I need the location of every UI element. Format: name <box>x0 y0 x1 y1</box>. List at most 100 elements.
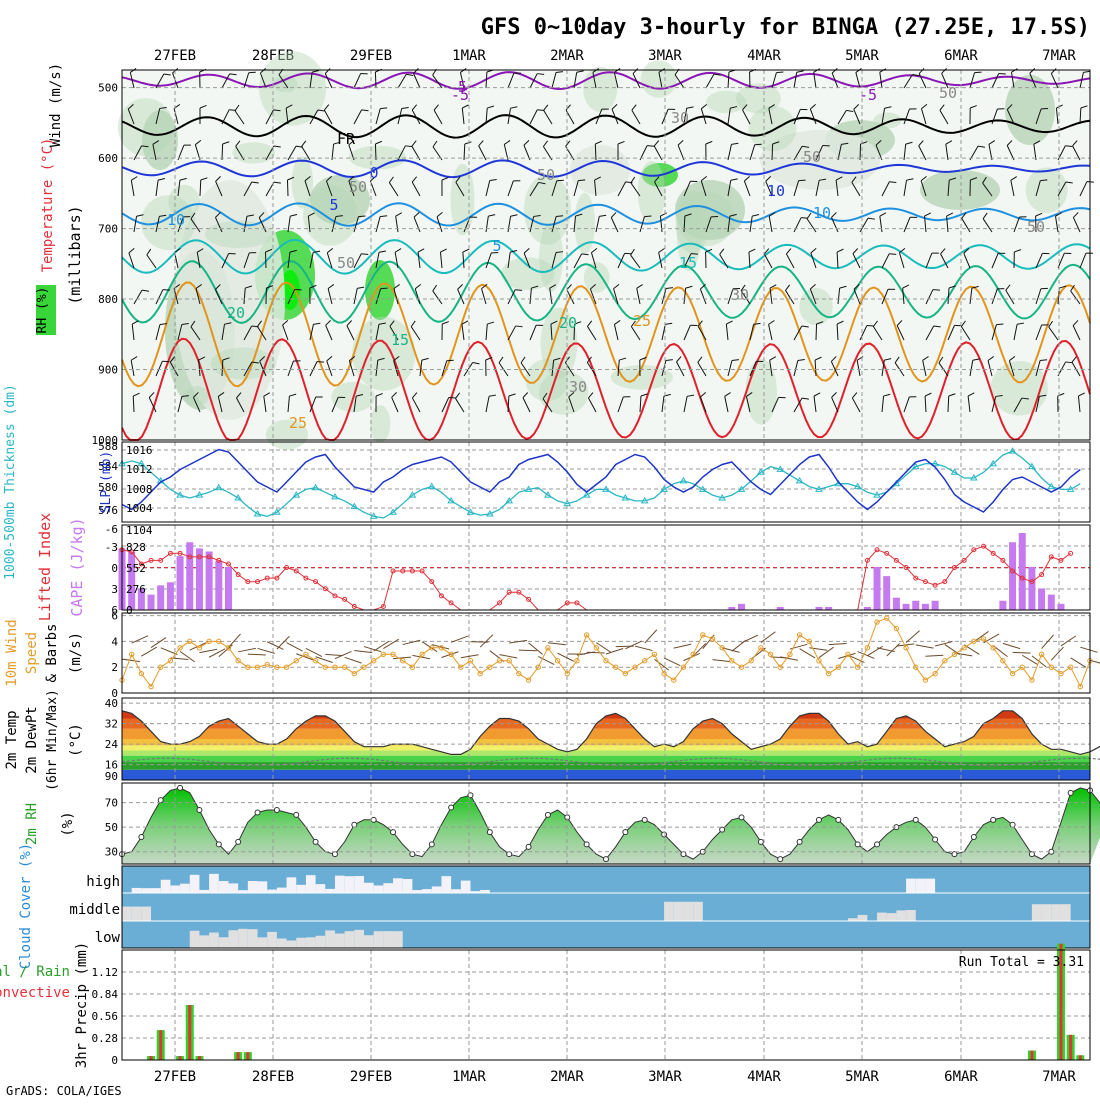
cape-axis-tick-label: 552 <box>126 562 146 575</box>
wind-barb <box>996 324 1003 325</box>
wind-barb <box>163 290 170 291</box>
cloud-high-bar <box>132 888 142 893</box>
contour-label: 20 <box>227 304 245 322</box>
rh2m-marker <box>855 842 860 847</box>
wind10m-barb <box>887 644 900 657</box>
cape-axis-tick-label: 828 <box>126 541 146 554</box>
cloud-high-bar <box>141 888 151 893</box>
date-label-top: 1MAR <box>452 48 486 64</box>
cape-axis-label: CAPE (J/kg) <box>68 517 86 616</box>
rh-shade-area <box>641 60 677 97</box>
wind10m-barb <box>287 643 303 651</box>
cloud-high-bar <box>354 876 364 893</box>
cloud-middle-bar <box>674 902 684 921</box>
rh2m-marker <box>352 822 357 827</box>
cloud-high-bar <box>306 875 316 893</box>
cape-bar <box>932 601 939 610</box>
wind10m-barb <box>1051 647 1063 660</box>
rh2m-marker <box>274 808 279 813</box>
cloud-low-bar <box>316 936 326 948</box>
cloud-high-bar <box>441 876 451 893</box>
wind-barb <box>889 254 896 255</box>
cloud-low-bar <box>219 937 229 948</box>
wind-barb <box>447 360 454 361</box>
rh2m-marker <box>1029 852 1034 857</box>
rh-shade-area <box>370 405 390 443</box>
rh2m-marker <box>294 812 299 817</box>
wind-barb <box>381 288 388 289</box>
wind-barb <box>644 216 651 217</box>
cloud-low-bar <box>228 930 238 948</box>
wind10m-barb <box>354 650 372 652</box>
rh2m-marker <box>739 815 744 820</box>
contour-label: 50 <box>1027 218 1045 236</box>
cloud-low-bar <box>335 934 345 948</box>
wind-barbs-axis-label: & Barbs <box>44 623 60 682</box>
cloud-high-bar <box>287 877 297 893</box>
cloud-high-bar <box>432 886 442 893</box>
cloud-middle-bar <box>858 915 868 921</box>
rh2m-marker <box>255 810 260 815</box>
cape-bar <box>1057 604 1064 610</box>
cloud-high-bar <box>335 876 345 893</box>
cloud-middle-bar <box>1032 904 1042 921</box>
temp-band <box>122 690 1090 703</box>
cape-bar <box>206 551 213 610</box>
wind10m-frame <box>122 613 1090 693</box>
contour-label: 30 <box>671 109 689 127</box>
wind10m-barb <box>345 657 362 663</box>
wind10m-barb <box>683 653 700 660</box>
contour-label: 25 <box>289 414 307 432</box>
rh2m-marker <box>449 805 454 810</box>
rh2m-marker <box>778 857 783 862</box>
wind10m-barb <box>529 643 543 654</box>
precip-axis-tick-label: 1.12 <box>92 966 119 979</box>
temperature-axis-label: Temperature (°C) <box>40 138 56 273</box>
temp-band <box>122 751 1090 756</box>
cloud-high-bar <box>422 889 432 893</box>
rh-shade-area <box>524 174 571 244</box>
cloud-middle-bar <box>877 913 887 921</box>
cloud-low-bar <box>393 931 403 948</box>
cape-axis-tick-label: 276 <box>126 583 146 596</box>
precip-axis-tick-label: 0.56 <box>92 1010 119 1023</box>
cloud-high-bar <box>209 874 219 893</box>
wind10m-barb <box>519 650 537 651</box>
date-label-top: 27FEB <box>154 48 196 64</box>
precip-axis-tick-label: 0.28 <box>92 1032 119 1045</box>
slp-axis-tick-label: 1016 <box>126 444 153 457</box>
wind10m-barb <box>916 645 934 648</box>
cloud-low-bar <box>345 931 355 948</box>
cloud-axis-label: Cloud Cover (%) <box>18 843 34 969</box>
cape-bar <box>148 595 155 610</box>
contour-label: 30 <box>569 378 587 396</box>
wind10m-barb <box>170 658 188 660</box>
precip-convective-bar <box>1069 1035 1072 1060</box>
cloud-middle-bar <box>1051 904 1061 921</box>
pressure-axis-tick-label: 700 <box>98 223 118 236</box>
cape-bar <box>1038 588 1045 610</box>
rh-shade-area <box>570 145 630 195</box>
wind-speed-axis-label: Speed <box>24 632 40 674</box>
wind10m-barb <box>228 634 240 647</box>
cloud-low-bar <box>364 935 374 948</box>
contour-label: 25 <box>633 312 651 330</box>
wind-barb <box>933 290 940 291</box>
rh2m-marker <box>313 839 318 844</box>
cloud-high-bar <box>219 881 229 893</box>
contour-label: 50 <box>537 166 555 184</box>
wind-barb <box>799 180 806 181</box>
cloud-low-bar <box>277 938 287 948</box>
precip-legend-total: Total / Rain <box>0 964 70 980</box>
cape-bar <box>128 551 135 610</box>
date-label-bottom: 2MAR <box>550 1069 584 1085</box>
wind-barb <box>578 180 585 181</box>
wind10m-barb <box>500 655 518 658</box>
thickness-axis-label: 1000-500mb Thickness (dm) <box>3 384 18 580</box>
cloud-high-bar <box>277 888 287 893</box>
precip-convective-bar <box>237 1052 240 1060</box>
rh2m-marker <box>158 798 163 803</box>
lifted-axis-tick-label: 0 <box>111 562 118 575</box>
wind-barb <box>772 144 773 160</box>
temp-band <box>122 756 1090 762</box>
